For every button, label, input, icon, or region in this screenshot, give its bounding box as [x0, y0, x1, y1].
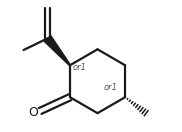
Text: or1: or1 — [72, 63, 86, 72]
Polygon shape — [44, 36, 70, 66]
Text: or1: or1 — [104, 83, 118, 92]
Text: O: O — [29, 106, 39, 119]
